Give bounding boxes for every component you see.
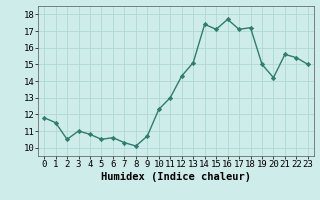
X-axis label: Humidex (Indice chaleur): Humidex (Indice chaleur) bbox=[101, 172, 251, 182]
